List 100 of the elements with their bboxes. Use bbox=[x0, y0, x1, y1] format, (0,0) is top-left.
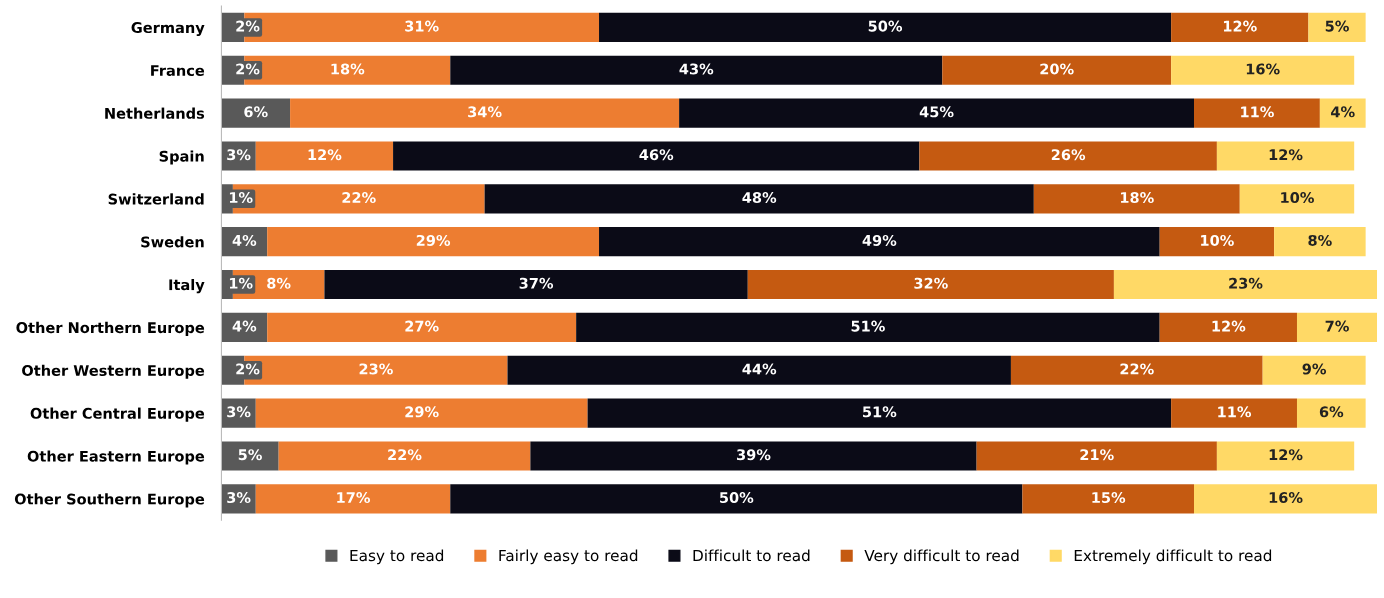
data-label: 44% bbox=[742, 363, 777, 375]
data-label: 2% bbox=[236, 63, 260, 75]
bar bbox=[255, 141, 394, 171]
data-label: 12% bbox=[1223, 20, 1257, 32]
bar bbox=[1216, 441, 1355, 471]
bar bbox=[450, 484, 1023, 514]
bar bbox=[1159, 312, 1297, 342]
data-label: 16% bbox=[1269, 492, 1303, 504]
data-label: 4% bbox=[232, 234, 257, 246]
data-label: 6% bbox=[1319, 406, 1344, 418]
bar bbox=[1194, 98, 1320, 128]
bar bbox=[221, 141, 256, 171]
data-label: 29% bbox=[416, 234, 451, 246]
y-tick-label: Sweden bbox=[141, 236, 204, 248]
bar bbox=[587, 398, 1172, 428]
data-label: 49% bbox=[862, 234, 897, 246]
y-tick-label: Italy bbox=[169, 279, 205, 294]
bar bbox=[1274, 227, 1366, 257]
bar bbox=[255, 484, 451, 514]
bar bbox=[1216, 141, 1355, 171]
data-label: 20% bbox=[1040, 63, 1074, 75]
data-label: 9% bbox=[1302, 363, 1327, 375]
bar bbox=[1159, 227, 1275, 257]
y-tick-label: Other Central Europe bbox=[30, 407, 205, 422]
data-label: 8% bbox=[267, 277, 291, 289]
data-label: 22% bbox=[388, 449, 422, 461]
data-label: 21% bbox=[1080, 449, 1114, 461]
data-label: 11% bbox=[1241, 106, 1274, 118]
data-label: 6% bbox=[244, 106, 268, 118]
data-label: 4% bbox=[1331, 106, 1355, 118]
data-label: 48% bbox=[742, 192, 777, 204]
data-label: 2% bbox=[236, 20, 260, 32]
data-label: 11% bbox=[1218, 406, 1252, 418]
data-label: 18% bbox=[331, 63, 365, 75]
bar bbox=[484, 184, 1034, 214]
data-label: 5% bbox=[1325, 20, 1349, 32]
bar bbox=[267, 312, 577, 342]
data-label: 12% bbox=[308, 149, 342, 161]
data-label: 1% bbox=[229, 277, 253, 289]
bar bbox=[1022, 484, 1195, 514]
bar bbox=[255, 398, 588, 428]
bar bbox=[393, 141, 920, 171]
bar bbox=[221, 98, 291, 128]
bar bbox=[507, 355, 1011, 385]
bar bbox=[1239, 184, 1355, 214]
data-label: 3% bbox=[227, 492, 251, 504]
y-tick-label: Other Northern Europe bbox=[16, 321, 205, 336]
data-label: 50% bbox=[868, 20, 903, 32]
bar bbox=[1194, 484, 1378, 514]
data-label: 27% bbox=[405, 320, 439, 332]
bar bbox=[976, 441, 1217, 471]
data-label: 3% bbox=[227, 406, 251, 418]
data-label: 5% bbox=[238, 449, 262, 461]
data-label: 22% bbox=[342, 192, 376, 204]
bar bbox=[221, 227, 268, 257]
data-label: 51% bbox=[863, 406, 897, 418]
data-label: 26% bbox=[1051, 149, 1086, 161]
legend-label: Fairly easy to read bbox=[499, 549, 638, 565]
data-label: 23% bbox=[1229, 277, 1263, 289]
bar bbox=[1171, 12, 1309, 42]
y-tick-label: Other Southern Europe bbox=[14, 493, 205, 508]
bar bbox=[679, 98, 1195, 128]
legend-label: Easy to read bbox=[350, 549, 444, 565]
data-label: 34% bbox=[468, 106, 502, 118]
data-label: 10% bbox=[1281, 192, 1314, 204]
data-label: 4% bbox=[232, 320, 257, 332]
bar bbox=[599, 12, 1172, 42]
data-label: 31% bbox=[405, 20, 439, 32]
bar bbox=[1171, 55, 1355, 85]
data-label: 51% bbox=[851, 320, 885, 332]
bar bbox=[221, 441, 279, 471]
data-label: 8% bbox=[1308, 234, 1332, 246]
bar bbox=[290, 98, 680, 128]
y-tick-label: Netherlands bbox=[105, 107, 205, 119]
data-label: 3% bbox=[227, 149, 251, 161]
y-tick-label: Other Western Europe bbox=[22, 364, 205, 379]
data-label: 12% bbox=[1269, 449, 1303, 461]
y-tick-label: France bbox=[151, 65, 205, 77]
bar bbox=[747, 269, 1114, 300]
data-label: 1% bbox=[229, 192, 253, 204]
bar bbox=[1171, 398, 1297, 428]
data-label: 17% bbox=[337, 492, 371, 504]
data-label: 16% bbox=[1246, 63, 1280, 75]
bar bbox=[1113, 269, 1378, 300]
y-tick-label: Germany bbox=[131, 22, 205, 37]
data-label: 32% bbox=[914, 277, 948, 289]
data-label: 37% bbox=[519, 277, 554, 289]
data-label: 22% bbox=[1120, 363, 1154, 375]
y-tick-label: Switzerland bbox=[108, 193, 204, 205]
data-label: 46% bbox=[639, 149, 674, 161]
bar bbox=[942, 55, 1172, 85]
bar bbox=[267, 227, 600, 257]
data-label: 10% bbox=[1201, 234, 1234, 246]
bar bbox=[1262, 355, 1366, 385]
data-label: 39% bbox=[737, 449, 771, 461]
bar bbox=[576, 312, 1160, 342]
legend-label: Extremely difficult to read bbox=[1074, 549, 1272, 565]
data-label: 43% bbox=[679, 63, 714, 75]
y-tick-label: Spain bbox=[159, 150, 204, 165]
bar bbox=[1296, 398, 1366, 428]
